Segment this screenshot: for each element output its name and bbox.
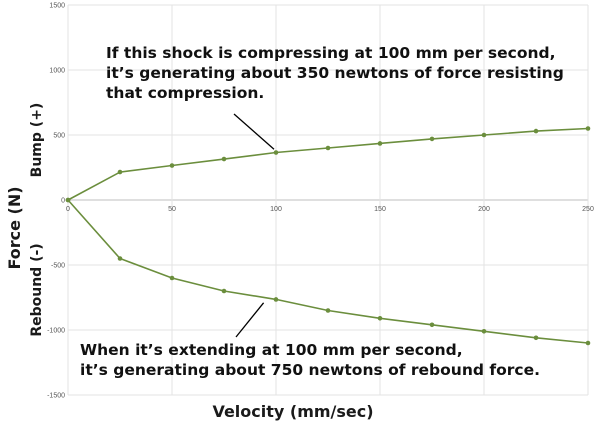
rebound-data-point	[273, 297, 279, 302]
y-tick-label: 1500	[49, 3, 65, 10]
y-tick-label: 0	[61, 198, 65, 205]
data-series	[65, 126, 591, 346]
bump-data-point	[585, 126, 591, 131]
x-tick-label: 100	[270, 206, 282, 213]
rebound-series-line	[67, 199, 589, 344]
x-axis-title: Velocity (mm/sec)	[212, 402, 373, 421]
bump-data-point	[429, 136, 435, 142]
bump-data-point	[117, 169, 123, 175]
axis-titles: Velocity (mm/sec) Force (N) Bump (+) Reb…	[5, 103, 374, 421]
rebound-data-point	[481, 329, 487, 334]
bump-annotation: If this shock is compressing at 100 mm p…	[106, 44, 564, 102]
y-tick-label: 500	[53, 133, 65, 140]
rebound-data-point	[169, 275, 175, 281]
y-tick-label: -1500	[47, 393, 65, 400]
rebound-data-point	[429, 322, 435, 328]
annotation-line: When it’s extending at 100 mm per second…	[80, 341, 463, 359]
rebound-annotation: When it’s extending at 100 mm per second…	[80, 341, 540, 379]
x-tick-label: 0	[66, 206, 70, 213]
rebound-leader-line	[235, 302, 265, 338]
tick-labels: -1500 -1000 -500 0 500 1000 1500 0 50 100 150 200 25…	[47, 3, 594, 400]
bump-data-point	[273, 150, 279, 155]
rebound-data-point	[325, 308, 331, 313]
annotation-line: it’s generating about 750 newtons of reb…	[80, 361, 540, 379]
bump-data-point	[325, 145, 331, 151]
y-axis-title: Force (N)	[5, 186, 24, 269]
y-axis-title-lower: Rebound (-)	[29, 243, 45, 336]
bump-data-point	[533, 128, 539, 134]
bump-data-point	[377, 141, 383, 146]
bump-data-point	[221, 156, 227, 162]
x-tick-label: 250	[582, 206, 594, 213]
y-axis-title-upper: Bump (+)	[29, 103, 45, 178]
bump-leader-line	[233, 113, 275, 150]
rebound-data-point	[65, 197, 71, 203]
rebound-data-point	[221, 288, 227, 294]
x-tick-label: 200	[478, 206, 490, 213]
rebound-data-point	[585, 340, 591, 346]
x-tick-label: 50	[168, 206, 176, 213]
bump-data-point	[169, 163, 175, 168]
annotations: If this shock is compressing at 100 mm p…	[80, 44, 564, 379]
annotation-line: If this shock is compressing at 100 mm p…	[106, 44, 556, 62]
grid-lines	[67, 4, 589, 396]
annotation-line: it’s generating about 350 newtons of for…	[106, 64, 564, 82]
x-tick-label: 150	[374, 206, 386, 213]
rebound-data-point	[377, 316, 383, 321]
annotation-line: that compression.	[106, 84, 264, 102]
rebound-data-point	[117, 256, 123, 261]
bump-data-point	[481, 132, 487, 138]
y-tick-label: -1000	[47, 328, 65, 335]
rebound-data-point	[533, 335, 539, 341]
y-tick-label: 1000	[49, 68, 65, 75]
y-tick-label: -500	[51, 263, 65, 270]
bump-series-line	[67, 127, 589, 201]
